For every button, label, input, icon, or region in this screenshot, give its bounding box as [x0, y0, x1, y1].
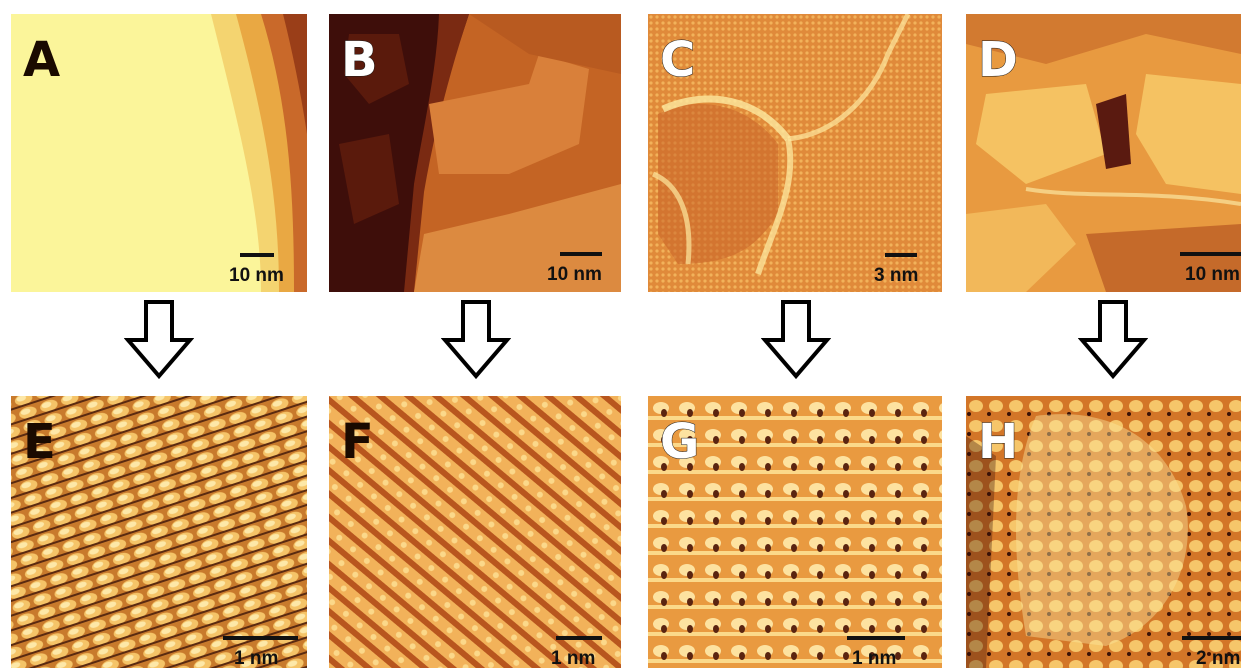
panel-g-label: G	[659, 414, 700, 470]
panel-e-scale-bar	[223, 636, 298, 640]
panel-d-image: D 10 nm	[966, 14, 1241, 292]
panel-e-label: E	[23, 414, 56, 470]
panel-c-image: C 3 nm	[648, 14, 942, 292]
panel-b-image: B 10 nm	[329, 14, 621, 292]
panel-g-image: G 1 nm	[648, 396, 942, 668]
panel-f-scale-bar	[556, 636, 602, 640]
panel-c-scale-label: 3 nm	[874, 265, 919, 286]
panel-g-scale-label: 1 nm	[852, 648, 897, 668]
panel-e-scale-label: 1 nm	[234, 648, 279, 668]
panel-h-label: H	[977, 414, 1019, 470]
panel-h-image: H 2 nm	[966, 396, 1241, 668]
panel-h-scale-bar	[1182, 636, 1241, 640]
panel-f-scale-label: 1 nm	[551, 648, 596, 668]
panel-b-scale-label: 10 nm	[547, 264, 602, 285]
down-arrow-icon	[1078, 300, 1148, 380]
panel-a-scale-bar	[240, 253, 274, 257]
panel-e-image: E 1 nm	[11, 396, 307, 668]
panel-f-image: F 1 nm	[329, 396, 621, 668]
panel-b-scale-bar	[560, 252, 602, 256]
down-arrow-icon	[124, 300, 194, 380]
panel-a-label: A	[23, 32, 61, 88]
panel-a-scale-label: 10 nm	[229, 265, 284, 286]
panel-g-scale-bar	[847, 636, 905, 640]
panel-c-label: C	[659, 32, 696, 88]
panel-d-scale-bar	[1180, 252, 1241, 256]
panel-a-image: A 10 nm	[11, 14, 307, 292]
panel-b-label: B	[341, 32, 379, 88]
panel-h-scale-label: 2 nm	[1196, 648, 1241, 668]
panel-c-scale-bar	[885, 253, 917, 257]
panel-f-label: F	[341, 414, 374, 470]
panel-d-scale-label: 10 nm	[1185, 264, 1240, 285]
down-arrow-icon	[441, 300, 511, 380]
down-arrow-icon	[761, 300, 831, 380]
panel-d-label: D	[978, 32, 1019, 88]
